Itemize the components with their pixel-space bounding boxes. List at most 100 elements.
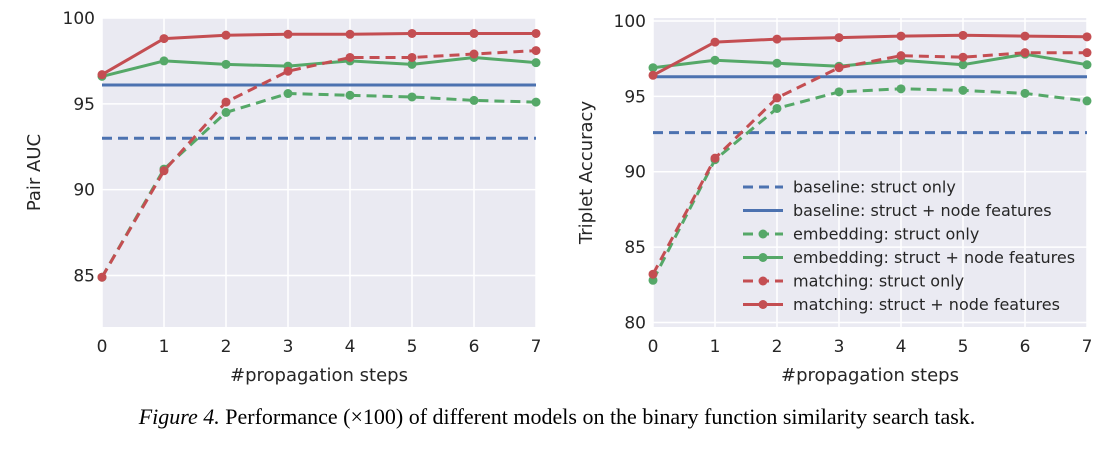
chart2-series-embedding-struct-node-features-point [958,60,968,70]
chart1-series-matching-struct-only-point [97,272,107,282]
chart1-y-tick-label: 100 [63,9,95,29]
chart1-series-embedding-struct-node-features-point [407,59,417,69]
chart2-series-matching-struct-only-point [710,153,720,163]
chart2-series-matching-struct-only-line [651,51,1087,275]
chart2-x-axis-label: #propagation steps [781,365,959,386]
chart2-series-embedding-struct-node-features-point [710,55,720,65]
chart1-series-matching-struct-node-features-point [97,70,107,80]
chart2-series-matching-struct-only-point [648,269,658,279]
chart1-series-embedding-struct-node-features-line [101,56,537,78]
chart1-series-embedding-struct-node-features-point [221,59,231,69]
chart1-series-embedding-struct-only-point [221,107,231,117]
chart1-x-tick-label: 5 [407,337,418,357]
chart1-y-axis-label: Pair AUC [24,134,45,211]
chart2-x-tick-label: 7 [1082,337,1093,357]
chart1-x-tick-label: 1 [159,337,170,357]
chart1-series-matching-struct-node-features-point [345,29,355,39]
chart2: 0 1 2 3 4 5 6 7 80 85 90 95 100 #propagation steps Tri… [576,12,1092,386]
chart1-y-tick-label: 95 [73,95,95,115]
chart1-series-matching-struct-only-point [159,166,169,176]
chart1-series-matching-struct-only-point [531,46,541,56]
chart1-series-embedding-struct-only-line [100,92,537,278]
chart1-series-matching-struct-only-point [221,97,231,107]
chart2-series-matching-struct-node-features-point [1020,31,1030,41]
chart1-series-embedding-struct-only-point [407,92,417,102]
chart1-series-matching-struct-node-features-point [159,34,169,44]
chart2-series-matching-struct-node-features-point [958,30,968,40]
chart1-series-matching-struct-node-features-point [407,28,417,38]
chart1-series-matching-struct-only-point [407,52,417,62]
chart2-series-embedding-struct-node-features-point [648,63,658,73]
chart1-x-axis-label: #propagation steps [230,365,408,386]
chart1-series-matching-struct-only-point [469,49,479,59]
chart1-x-tick-label: 3 [283,337,294,357]
chart2-series-matching-struct-node-features-point [710,37,720,47]
chart2-legend-marker-embedding-struct-only [758,229,768,239]
chart2-y-tick-label: 100 [614,12,646,32]
chart1-series-embedding-struct-node-features-point [159,56,169,66]
chart1-series-matching-struct-node-features-point [531,28,541,38]
chart2-series-matching-struct-only-point [772,93,782,103]
chart1-series-matching-struct-node-features-point [221,30,231,40]
chart2-x-tick-label: 6 [1020,337,1031,357]
chart1-series-embedding-struct-only-point [531,97,541,107]
chart1-x-tick-label: 6 [469,337,480,357]
chart2-plot-area [653,18,1087,327]
chart2-x-tick-label: 5 [958,337,969,357]
chart1-series-embedding-struct-only-point [345,90,355,100]
chart2-series-matching-struct-only-point [896,51,906,61]
chart2-legend-label: matching: struct only [793,272,964,291]
chart1-series-matching-struct-only-point [345,52,355,62]
chart2-y-tick-label: 95 [624,87,646,107]
chart2-series-embedding-struct-only-point [834,87,844,97]
chart1-x-tick-label: 0 [97,337,108,357]
chart1-series-matching-struct-node-features-line [101,32,536,76]
chart2-series-embedding-struct-only-point [1020,88,1030,98]
chart2-series-matching-struct-node-features-point [896,31,906,41]
chart2-legend-marker-matching-struct-only [758,276,768,286]
chart2-series-embedding-struct-node-features-point [772,58,782,68]
chart2-x-tick-label: 2 [772,337,783,357]
chart1-y-tick-label: 90 [73,181,95,201]
chart1-series-matching-struct-node-features-point [283,29,293,39]
chart2-y-tick-label: 90 [624,163,646,183]
chart2-series-embedding-struct-only-point [896,84,906,94]
chart2-legend-label: embedding: struct + node features [793,248,1075,267]
caption-label: Figure 4. [138,404,220,429]
chart2-series-embedding-struct-only-point [958,85,968,95]
chart2-series-matching-struct-only-point [958,52,968,62]
chart2-series-embedding-struct-only-line [651,87,1088,281]
chart1-series-matching-struct-node-features-point [469,28,479,38]
chart2-series-matching-struct-node-features-point [1082,32,1092,42]
chart1-x-tick-label: 2 [221,337,232,357]
chart1-x-tick-label: 7 [531,337,542,357]
chart2-x-tick-label: 1 [710,337,721,357]
chart2-series-embedding-struct-node-features-line [652,52,1088,70]
chart2-series-matching-struct-node-features-point [834,33,844,43]
chart2-series-matching-struct-node-features-point [772,34,782,44]
chart2-series-matching-struct-node-features-point [648,70,658,80]
chart2-series-embedding-struct-node-features-point [1082,60,1092,70]
chart2-x-tick-label: 4 [896,337,907,357]
caption-text: Performance (×100) of different models o… [225,404,976,429]
chart2-series-matching-struct-node-features-line [652,33,1088,77]
chart1-x-tick-label: 4 [345,337,356,357]
chart2-x-tick-label: 3 [834,337,845,357]
chart2-legend: baseline: struct only baseline: struct + … [743,178,1075,314]
chart2-y-tick-label: 85 [624,238,646,258]
chart2-y-axis-label: Triplet Accuracy [576,101,597,246]
chart2-legend-label: embedding: struct only [793,225,979,244]
chart2-series-embedding-struct-only-point [772,103,782,113]
chart2-legend-marker-embedding-struct-node-features [758,253,768,262]
chart2-series-matching-struct-only-point [834,63,844,73]
chart2-legend-label: baseline: struct only [793,178,956,197]
chart2-legend-marker-matching-struct-node-features [758,300,768,309]
chart2-legend-label: matching: struct + node features [793,295,1060,314]
chart2-series-embedding-struct-only-point [1082,96,1092,106]
chart1-series-matching-struct-only-point [283,66,293,76]
chart2-series-matching-struct-only-point [1082,48,1092,58]
chart1-series-embedding-struct-only-point [283,89,293,99]
chart2-x-tick-label: 0 [648,337,659,357]
chart1-series-embedding-struct-only-point [469,95,479,105]
